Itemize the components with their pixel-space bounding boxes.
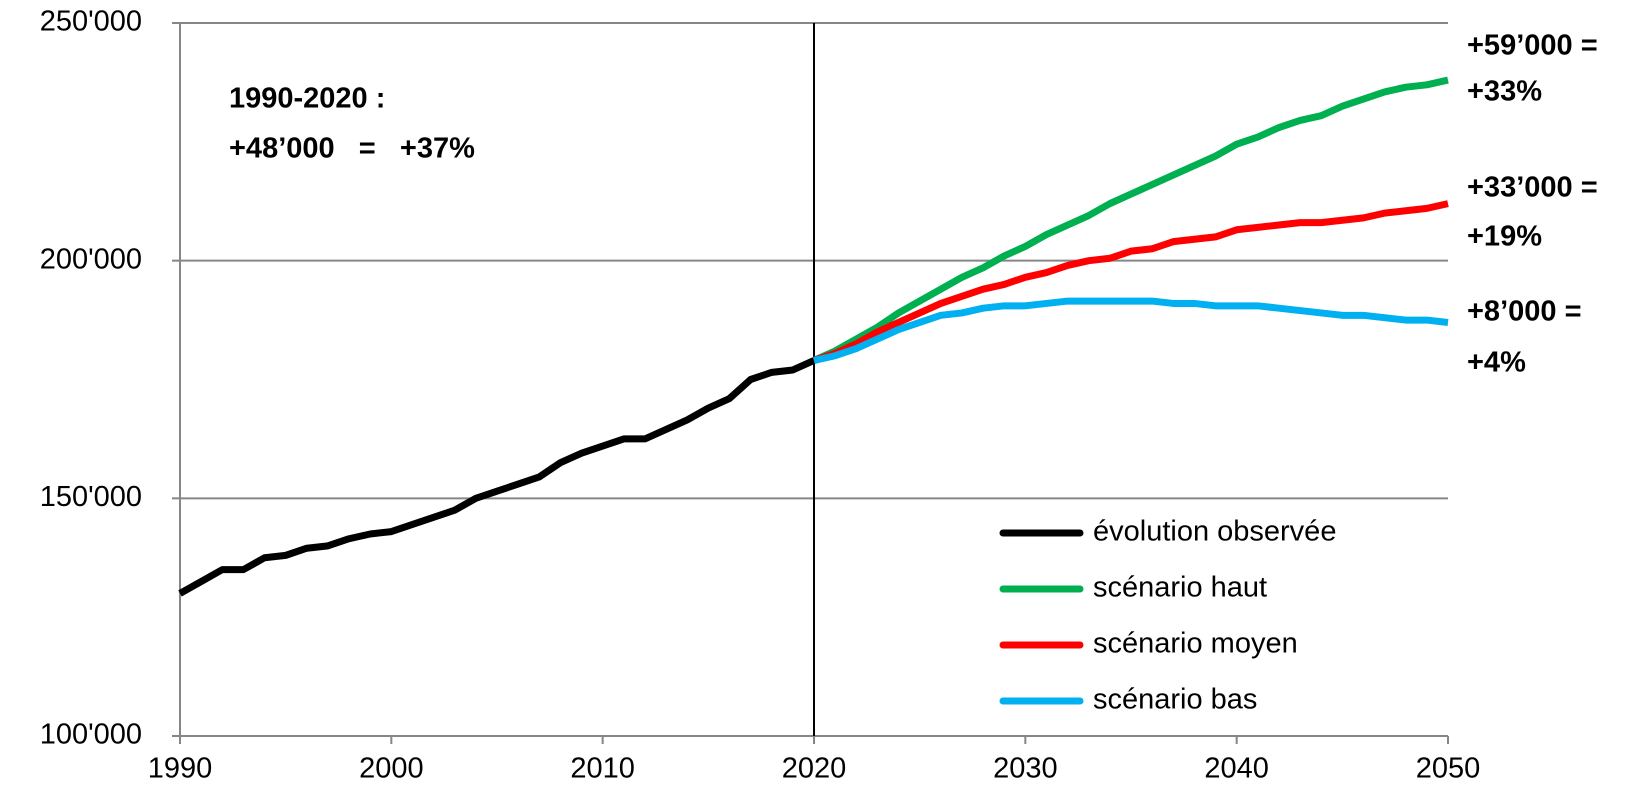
annotation: +4% [1467,347,1526,379]
series-line [812,200,1449,364]
x-tick-label: 2010 [570,753,635,785]
y-tick-label: 100'000 [40,719,142,751]
x-tick-label: 2050 [1416,753,1481,785]
x-tick-label: 2030 [993,753,1058,785]
series-line [812,76,1449,364]
series-line [178,357,816,597]
series-line [813,297,1449,364]
annotation: +8’000 = [1467,296,1582,328]
annotation: +48’000 = +37% [229,133,475,165]
x-tick-label: 2040 [1204,753,1269,785]
annotation: +59’000 = [1467,30,1598,62]
x-tick-label: 2020 [782,753,847,785]
annotation: +33% [1467,76,1542,108]
legend-label: scénario bas [1093,684,1257,716]
y-tick-label: 250'000 [40,6,142,38]
y-tick-label: 150'000 [40,481,142,513]
legend-label: scénario moyen [1093,628,1298,660]
annotation: 1990-2020 : [229,83,385,115]
y-tick-label: 200'000 [40,243,142,275]
x-tick-label: 2000 [359,753,424,785]
annotation: +33’000 = [1467,172,1598,204]
legend-label: évolution observée [1093,516,1336,548]
legend-label: scénario haut [1093,572,1267,604]
annotation: +19% [1467,221,1542,253]
x-tick-label: 1990 [148,753,213,785]
